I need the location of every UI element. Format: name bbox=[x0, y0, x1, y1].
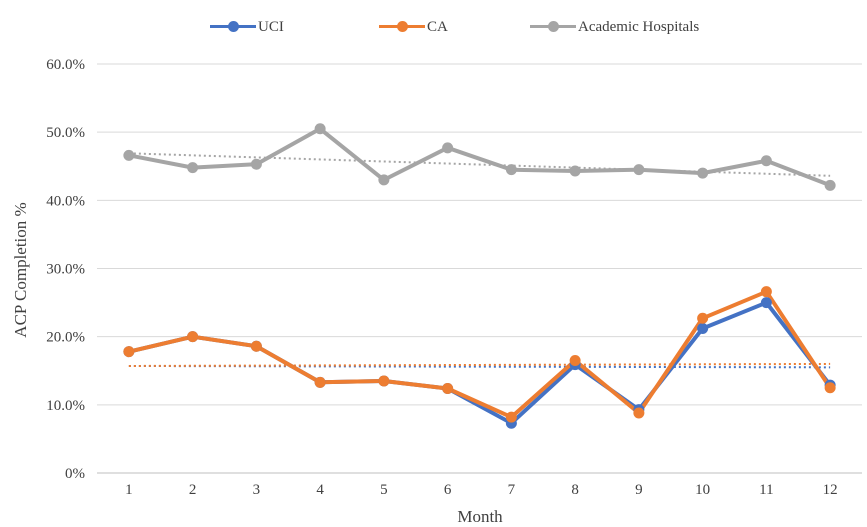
legend-item-uci: UCI bbox=[210, 16, 284, 38]
data-point-ca bbox=[505, 411, 517, 423]
x-tick-label: 12 bbox=[823, 482, 838, 498]
data-point-ca bbox=[250, 340, 262, 352]
data-point-ca bbox=[824, 382, 836, 394]
y-tick-label: 60.0% bbox=[46, 57, 85, 73]
data-point-academic-hospitals bbox=[697, 167, 709, 179]
gridlines bbox=[97, 63, 862, 474]
y-tick-label: 40.0% bbox=[46, 193, 85, 209]
data-point-uci bbox=[697, 322, 709, 334]
legend-label-uci: UCI bbox=[258, 18, 284, 35]
data-point-ca bbox=[123, 346, 135, 358]
trendline-academic-hospitals bbox=[128, 152, 831, 177]
data-point-ca bbox=[378, 375, 390, 387]
trendline-ca bbox=[128, 362, 831, 367]
y-axis-tick-labels: 0% 10.0% 20.0% 30.0% 40.0% 50.0% 60.0% bbox=[46, 57, 85, 482]
x-tick-label: 2 bbox=[189, 482, 197, 498]
x-tick-label: 8 bbox=[571, 482, 579, 498]
data-point-uci bbox=[760, 297, 772, 309]
data-point-academic-hospitals bbox=[250, 158, 262, 170]
data-point-ca bbox=[569, 355, 581, 367]
series-points bbox=[123, 123, 836, 429]
x-tick-label: 10 bbox=[695, 482, 710, 498]
legend-label-academic-hospitals: Academic Hospitals bbox=[578, 18, 700, 35]
data-point-ca bbox=[187, 331, 199, 343]
legend-swatch-ca bbox=[379, 16, 425, 38]
data-point-academic-hospitals bbox=[187, 162, 199, 174]
y-tick-label: 50.0% bbox=[46, 125, 85, 141]
x-tick-label: 5 bbox=[380, 482, 388, 498]
y-tick-label: 20.0% bbox=[46, 330, 85, 346]
y-tick-label: 0% bbox=[65, 466, 85, 482]
data-point-academic-hospitals bbox=[505, 164, 517, 176]
data-point-ca bbox=[697, 312, 709, 324]
x-tick-label: 7 bbox=[508, 482, 516, 498]
x-tick-label: 6 bbox=[444, 482, 452, 498]
data-point-academic-hospitals bbox=[569, 165, 581, 177]
legend: UCI CA Academic Hospitals bbox=[0, 16, 867, 38]
x-axis-tick-labels: 1 2 3 4 5 6 7 8 9 10 11 12 bbox=[125, 482, 838, 498]
data-point-ca bbox=[633, 407, 645, 419]
series-line-ca bbox=[128, 289, 832, 420]
legend-item-academic-hospitals: Academic Hospitals bbox=[530, 16, 699, 38]
legend-swatch-academic-hospitals bbox=[530, 16, 576, 38]
data-point-academic-hospitals bbox=[378, 174, 390, 186]
legend-item-ca: CA bbox=[379, 16, 448, 38]
data-point-ca bbox=[760, 286, 772, 298]
data-point-ca bbox=[314, 376, 326, 388]
legend-swatch-uci bbox=[210, 16, 256, 38]
data-point-academic-hospitals bbox=[314, 123, 326, 135]
x-tick-label: 4 bbox=[316, 482, 324, 498]
x-tick-label: 11 bbox=[759, 482, 773, 498]
data-point-academic-hospitals bbox=[824, 179, 836, 191]
trendlines bbox=[128, 152, 831, 369]
data-point-ca bbox=[442, 382, 454, 394]
y-tick-label: 10.0% bbox=[46, 398, 85, 414]
x-tick-label: 1 bbox=[125, 482, 133, 498]
data-point-academic-hospitals bbox=[442, 142, 454, 154]
x-tick-label: 9 bbox=[635, 482, 643, 498]
x-axis-label: Month bbox=[457, 507, 503, 526]
series-lines bbox=[128, 126, 832, 426]
x-tick-label: 3 bbox=[253, 482, 261, 498]
y-axis-label: ACP Completion % bbox=[11, 202, 30, 337]
data-point-academic-hospitals bbox=[123, 149, 135, 161]
data-point-academic-hospitals bbox=[633, 164, 645, 176]
series-line-academic-hospitals bbox=[128, 126, 831, 188]
y-tick-label: 30.0% bbox=[46, 262, 85, 278]
data-point-academic-hospitals bbox=[760, 155, 772, 167]
legend-label-ca: CA bbox=[427, 18, 448, 35]
